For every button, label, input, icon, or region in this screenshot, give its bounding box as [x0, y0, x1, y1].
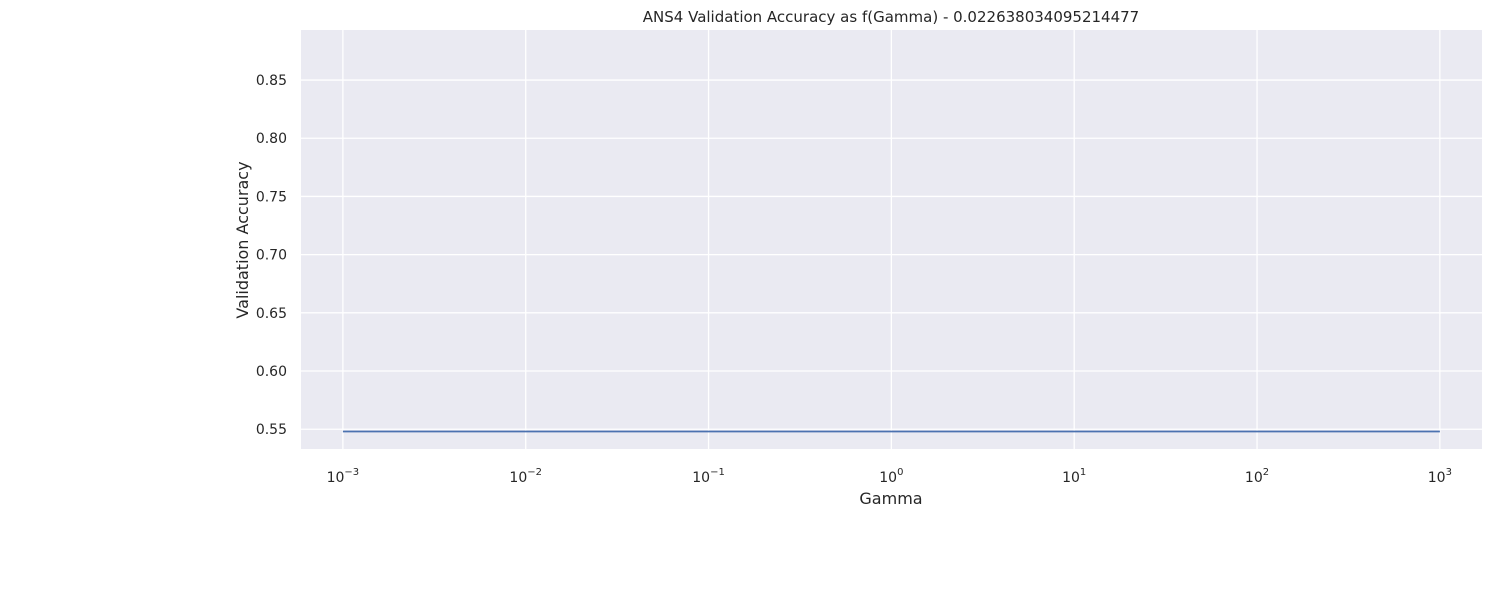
y-gridlines	[301, 79, 1482, 430]
y-tick-labels: 0.55 0.60 0.65 0.70 0.75 0.80 0.85	[256, 73, 287, 438]
x-gridlines	[342, 30, 1441, 449]
y-tick-label: 0.85	[256, 73, 287, 89]
y-tick-label: 0.55	[256, 422, 287, 438]
chart-title: ANS4 Validation Accuracy as f(Gamma) - 0…	[643, 8, 1139, 26]
y-tick-label: 0.65	[256, 306, 287, 322]
x-tick-label: 10−3	[327, 467, 360, 486]
x-tick-label: 101	[1062, 467, 1086, 486]
x-tick-label: 102	[1245, 467, 1269, 486]
x-axis-label: Gamma	[859, 489, 922, 508]
x-tick-label: 10−2	[509, 467, 542, 486]
x-tick-labels: 10−3 10−2 10−1 100 101 102 103	[327, 467, 1452, 486]
x-tick-label: 103	[1428, 467, 1452, 486]
y-tick-label: 0.60	[256, 364, 287, 380]
y-tick-label: 0.70	[256, 248, 287, 264]
y-tick-label: 0.80	[256, 131, 287, 147]
x-tick-label: 100	[879, 467, 903, 486]
y-tick-label: 0.75	[256, 189, 287, 205]
y-axis-label: Validation Accuracy	[233, 161, 252, 318]
x-tick-label: 10−1	[692, 467, 725, 486]
